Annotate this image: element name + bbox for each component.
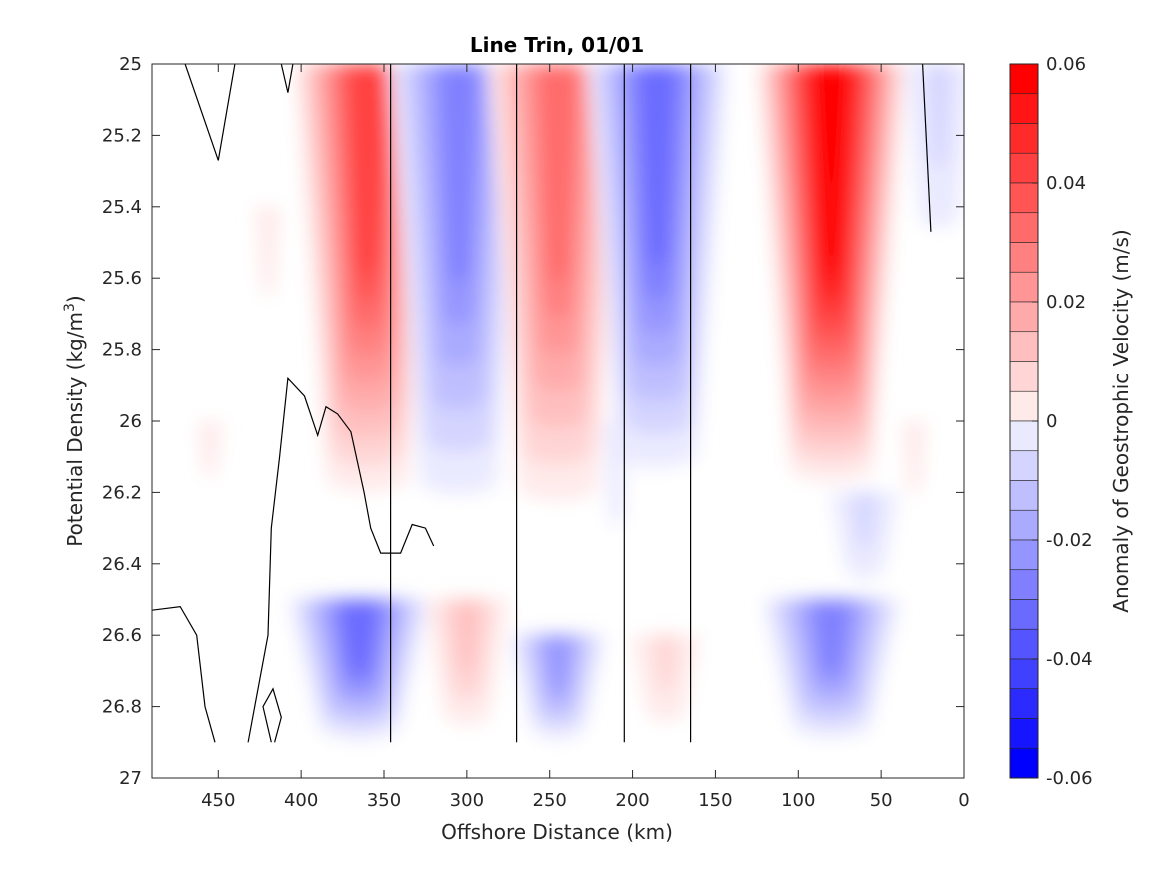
colorbar-tick-label-5: -0.04	[1046, 649, 1093, 670]
colorbar: 0.06 0.04 0.02 0 -0.02 -0.04 -0.06	[1009, 54, 1093, 789]
x-tick-label-100: 100	[781, 790, 815, 811]
zero-contour-1	[280, 64, 294, 93]
colorbar-segment-2	[1009, 123, 1039, 154]
colorbar-segment-3	[1009, 152, 1039, 184]
colorbar-label: Anomaly of Geostrophic Velocity (m/s)	[1109, 229, 1133, 612]
colorbar-segment-21	[1009, 688, 1039, 719]
velocity-core-6-level-1	[255, 206, 281, 297]
colorbar-segment-7	[1009, 271, 1039, 303]
colorbar-segment-22	[1009, 718, 1039, 749]
x-tick-label-50: 50	[870, 790, 893, 811]
colorbar-segment-15	[1009, 509, 1039, 541]
zero-contour-9	[262, 687, 282, 743]
colorbar-tick-label-4: -0.02	[1046, 530, 1093, 551]
colorbar-segment-19	[1009, 628, 1039, 660]
velocity-core-5-level-2	[926, 64, 952, 170]
colorbar-segment-0	[1009, 63, 1039, 95]
colorbar-tick-label-0: 0.06	[1046, 54, 1086, 75]
zero-contour-6	[922, 64, 932, 232]
colorbar-tick-label-2: 0.02	[1046, 292, 1086, 313]
colorbar-segment-4	[1009, 182, 1039, 214]
zero-contour-lines	[152, 64, 932, 743]
colorbar-segment-8	[1009, 301, 1039, 333]
colorbar-segment-13	[1009, 450, 1039, 481]
velocity-core-8-level-7	[341, 599, 377, 673]
x-tick-label-300: 300	[450, 790, 484, 811]
velocity-core-14-level-1	[603, 421, 629, 527]
x-tick-label-450: 450	[201, 790, 235, 811]
velocity-core-15-level-1	[901, 421, 927, 495]
colorbar-segment-20	[1009, 658, 1039, 690]
colorbar-segment-17	[1009, 569, 1039, 600]
y-tick-label-1: 25.2	[102, 125, 142, 146]
colorbar-segment-5	[1009, 212, 1039, 243]
y-axis-label: Potential Density (kg/m3)	[62, 295, 87, 546]
velocity-core-9-level-3	[454, 599, 480, 673]
velocity-core-10-level-5	[545, 635, 571, 693]
zero-contour-8	[247, 376, 435, 743]
velocity-core-4-level-12	[813, 64, 849, 266]
y-tick-label-5: 26	[119, 411, 142, 432]
colorbar-segment-12	[1009, 420, 1039, 452]
colorbar-segment-1	[1009, 93, 1039, 124]
zero-contour-0	[184, 64, 236, 161]
colorbar-segment-18	[1009, 599, 1039, 630]
colorbar-segment-6	[1009, 242, 1039, 273]
x-axis-ticks: 450 400 350 300 250 200 150 100 50 0	[201, 64, 970, 811]
colorbar-segment-11	[1009, 390, 1039, 422]
velocity-field	[197, 64, 964, 741]
x-tick-label-0: 0	[958, 790, 969, 811]
chart-title: Line Trin, 01/01	[470, 33, 644, 57]
y-tick-label-2: 25.4	[102, 197, 142, 218]
x-tick-label-350: 350	[367, 790, 401, 811]
zero-contour-7	[152, 605, 216, 743]
y-tick-label-9: 26.8	[102, 697, 142, 718]
colorbar-segment-23	[1009, 747, 1039, 779]
velocity-core-3-level-7	[639, 64, 675, 266]
x-tick-label-400: 400	[284, 790, 318, 811]
y-tick-label-10: 27	[119, 768, 142, 789]
colorbar-tick-label-3: 0	[1046, 411, 1057, 432]
colorbar-tick-label-6: -0.06	[1046, 768, 1093, 789]
velocity-core-2-level-7	[540, 64, 576, 282]
velocity-core-7-level-1	[197, 421, 223, 479]
velocity-core-11-level-2	[653, 635, 679, 693]
colorbar-segment-14	[1009, 480, 1039, 511]
y-axis-ticks: 25 25.2 25.4 25.6 25.8 26 26.2 26.4 26.6 26.8 27	[102, 54, 964, 789]
y-tick-label-7: 26.4	[102, 554, 142, 575]
colorbar-segment-10	[1009, 361, 1039, 392]
y-tick-label-8: 26.6	[102, 625, 142, 646]
velocity-core-0-level-9	[349, 64, 385, 274]
x-tick-label-250: 250	[533, 790, 567, 811]
x-axis-label: Offshore Distance (km)	[441, 820, 673, 844]
velocity-core-1-level-6	[441, 64, 477, 282]
x-tick-label-200: 200	[615, 790, 649, 811]
velocity-core-13-level-2	[852, 492, 877, 550]
colorbar-segment-9	[1009, 331, 1039, 362]
velocity-core-12-level-6	[813, 599, 849, 673]
x-tick-label-150: 150	[698, 790, 732, 811]
colorbar-tick-label-1: 0.04	[1046, 173, 1086, 194]
y-tick-label-6: 26.2	[102, 482, 142, 503]
y-tick-label-0: 25	[119, 54, 142, 75]
y-tick-label-4: 25.8	[102, 340, 142, 361]
colorbar-segment-16	[1009, 539, 1039, 571]
y-tick-label-3: 25.6	[102, 268, 142, 289]
